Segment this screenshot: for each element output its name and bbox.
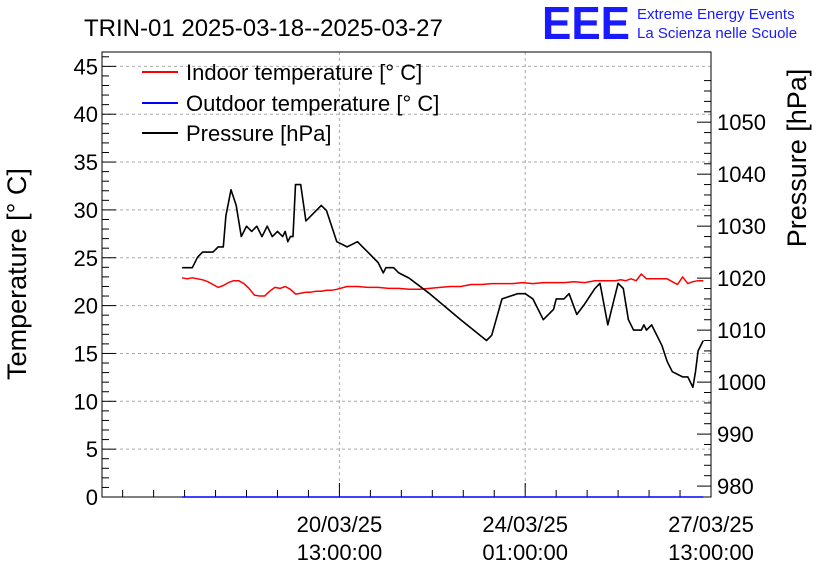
x-tick-label-date: 20/03/25 (297, 512, 383, 537)
left-tick-label: 40 (74, 102, 98, 127)
legend-label-indoor: Indoor temperature [° C] (186, 60, 422, 85)
series-layer (181, 183, 705, 498)
x-tick-label-time: 13:00:00 (297, 540, 383, 565)
left-tick-label: 25 (74, 246, 98, 271)
left-tick-label: 45 (74, 54, 98, 79)
left-tick-label: 10 (74, 389, 98, 414)
right-tick-label: 990 (717, 422, 754, 447)
right-tick-label: 980 (717, 474, 754, 499)
left-tick-label: 35 (74, 150, 98, 175)
left-tick-label: 30 (74, 198, 98, 223)
x-tick-label-date: 27/03/25 (668, 512, 754, 537)
x-tick-label-time: 13:00:00 (668, 540, 754, 565)
right-tick-label: 1050 (717, 110, 766, 135)
legend-label-pressure: Pressure [hPa] (186, 121, 332, 146)
x-tick-label-date: 24/03/25 (482, 512, 568, 537)
series-pressure (182, 183, 705, 389)
chart-title: TRIN-01 2025-03-18--2025-03-27 (84, 15, 443, 42)
right-axis-label: Pressure [hPa] (782, 69, 812, 248)
right-tick-label: 1000 (717, 370, 766, 395)
right-tick-label: 1010 (717, 318, 766, 343)
grid (102, 52, 711, 497)
left-tick-label: 5 (86, 437, 98, 462)
right-axis: 980 990 1000 1010 1020 1030 1040 1050 (697, 80, 766, 499)
series-indoor-temperature (181, 273, 704, 297)
left-tick-label: 15 (74, 341, 98, 366)
plot-frame (101, 51, 712, 498)
left-axis: 0 5 10 15 20 25 30 35 40 45 (74, 54, 116, 510)
eee-logo: EEE Extreme Energy Events La Scienza nel… (542, 0, 797, 49)
left-tick-label: 0 (86, 485, 98, 510)
logo-line1: Extreme Energy Events (637, 6, 795, 23)
logo-line2: La Scienza nelle Scuole (637, 25, 797, 42)
right-tick-label: 1030 (717, 214, 766, 239)
right-tick-label: 1040 (717, 162, 766, 187)
right-tick-label: 1020 (717, 266, 766, 291)
x-tick-label-time: 01:00:00 (482, 540, 568, 565)
legend: Indoor temperature [° C] Outdoor tempera… (142, 60, 439, 146)
legend-label-outdoor: Outdoor temperature [° C] (186, 91, 439, 116)
left-tick-label: 20 (74, 294, 98, 319)
left-axis-label: Temperature [° C] (2, 168, 32, 380)
bottom-axis: 20/03/25 13:00:00 24/03/25 01:00:00 27/03/25… (122, 483, 754, 565)
logo-letters: EEE (542, 0, 630, 49)
